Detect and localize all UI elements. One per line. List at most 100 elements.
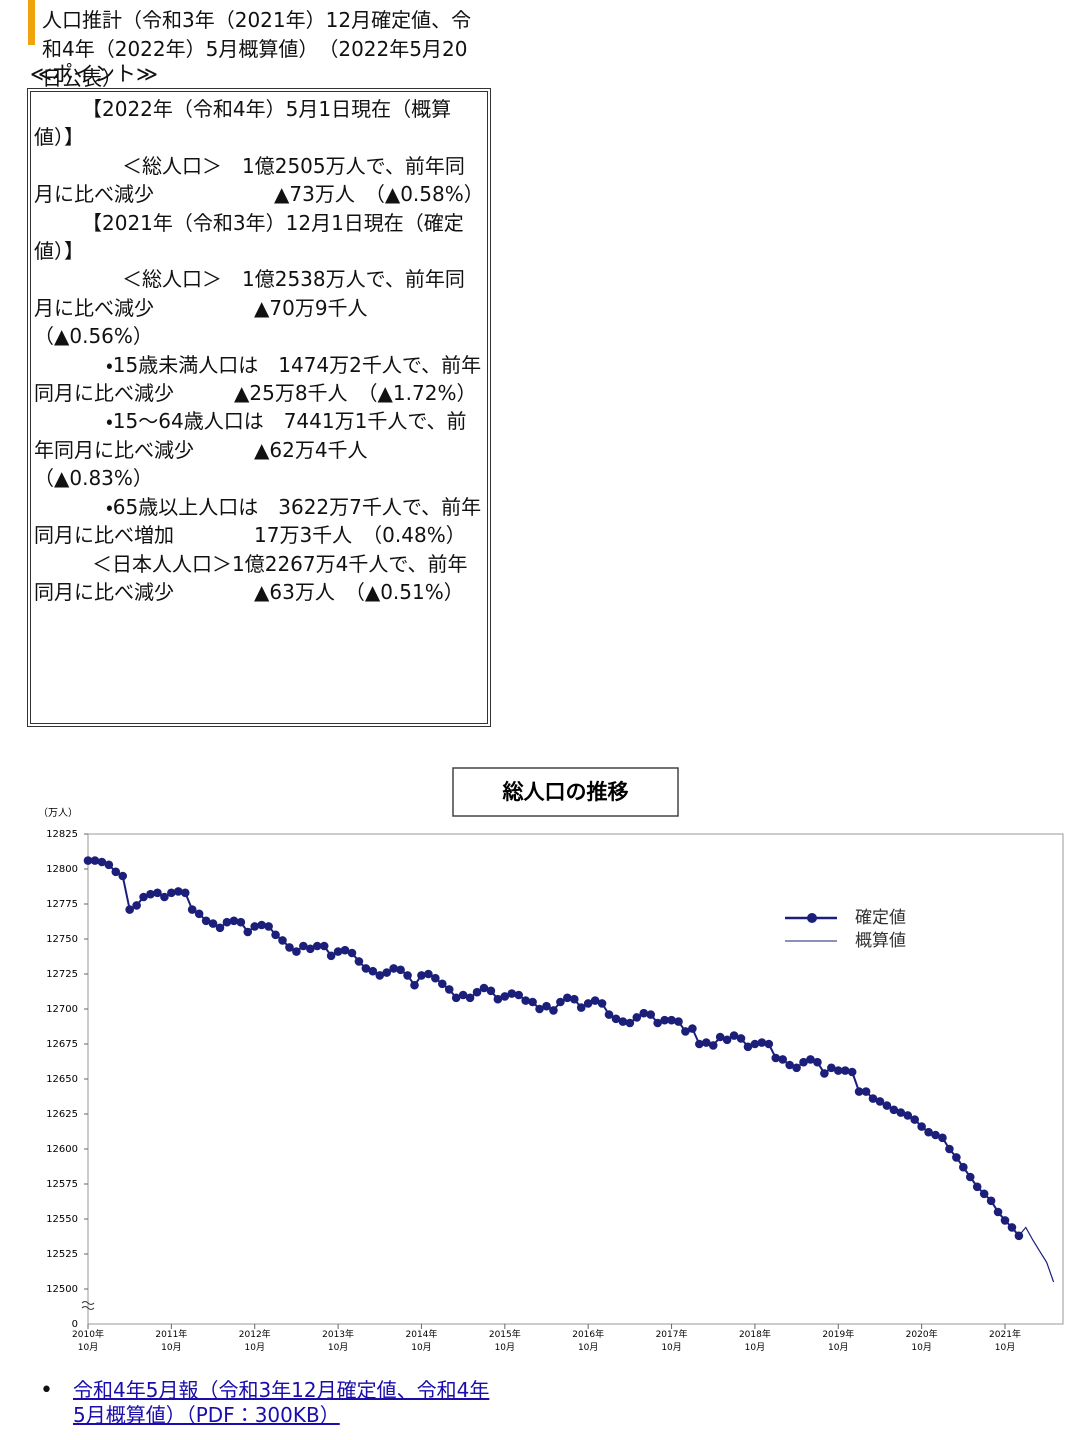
x-tick-label-line: 2010年 (72, 1328, 104, 1340)
data-point (347, 948, 357, 958)
x-tick-label: 2017年 10月 (656, 1328, 688, 1353)
data-point (660, 1015, 669, 1025)
data-point (118, 871, 128, 881)
x-tick-label-line: 10月 (328, 1342, 348, 1353)
data-point (840, 1066, 850, 1075)
data-point (319, 941, 329, 951)
y-tick-label: 12775 (46, 899, 78, 910)
data-point (528, 997, 537, 1007)
data-point (556, 997, 565, 1007)
x-tick-label: 2020年 10月 (906, 1328, 938, 1353)
axis-break (81, 1301, 95, 1310)
data-point (799, 1057, 808, 1067)
x-tick-label-line: 10月 (78, 1342, 98, 1353)
data-point (125, 905, 134, 914)
data-point (722, 1035, 732, 1045)
data-point (229, 916, 239, 926)
y-tick-label: 12600 (46, 1144, 78, 1155)
data-point (945, 1144, 954, 1154)
data-point (514, 990, 524, 1000)
data-point (764, 1039, 774, 1049)
data-point (569, 994, 579, 1004)
data-point (257, 920, 266, 930)
data-point (465, 993, 475, 1003)
x-tick-label-line: 2014年 (406, 1328, 438, 1340)
data-point (917, 1122, 926, 1131)
data-point (389, 964, 398, 973)
y-tick-label: 12800 (46, 864, 78, 875)
data-point (160, 892, 169, 902)
data-point (959, 1162, 968, 1172)
point-item: ・15歳未満人口は 1474万2千人で、前年同月に比べ減少 ▲25万8千人 （▲… (34, 352, 482, 406)
x-tick-label-line: 2018年 (739, 1328, 771, 1340)
data-point (458, 990, 468, 1000)
data-point (410, 980, 419, 990)
data-point (236, 917, 246, 927)
x-tick-label-line: 2015年 (489, 1328, 521, 1340)
data-point (910, 1115, 919, 1124)
x-tick-label: 2014年 10月 (406, 1328, 438, 1353)
data-point (368, 966, 378, 976)
data-point (292, 947, 301, 956)
x-tick-label-line: 2016年 (572, 1328, 604, 1340)
y-tick-label: 12700 (46, 1004, 78, 1015)
x-tick-label-line: 10月 (578, 1342, 598, 1353)
data-point (972, 1182, 982, 1192)
data-point (847, 1067, 857, 1077)
data-point (576, 1003, 586, 1012)
data-point (222, 917, 232, 927)
legend-label: 概算値 (855, 931, 906, 951)
data-point (97, 857, 107, 867)
data-point (486, 986, 496, 996)
point-item: ＜総人口＞ 1億2538万人で、前年同月に比べ減少 ▲70万9千人 （▲0.56… (34, 267, 465, 349)
data-point (521, 996, 530, 1005)
data-point (688, 1024, 697, 1033)
x-tick-label: 2013年 10月 (322, 1328, 354, 1353)
data-point (111, 867, 121, 877)
data-point (778, 1055, 787, 1064)
data-point (83, 856, 93, 865)
data-point (312, 941, 322, 951)
data-point (431, 973, 440, 983)
data-point (903, 1111, 913, 1120)
pdf-link[interactable]: 令和4年5月報（令和3年12月確定値、令和4年5月概算値）（PDF：300KB） (73, 1378, 490, 1427)
data-point (396, 965, 405, 975)
data-point (194, 909, 204, 919)
y-tick-label: 12725 (46, 969, 78, 980)
data-point (535, 1004, 544, 1014)
plot-frame (87, 833, 1064, 1325)
y-tick-label: 12625 (46, 1109, 78, 1120)
data-point (285, 943, 294, 952)
data-point (743, 1042, 753, 1052)
x-tick-label: 2015年 10月 (489, 1328, 521, 1353)
data-point (931, 1130, 940, 1140)
data-point (889, 1105, 899, 1115)
data-point (986, 1196, 996, 1206)
y-tick-label: 12525 (46, 1249, 78, 1260)
page-title: 人口推計（令和3年（2021年）12月確定値、令和4年（2022年）5月概算値）… (42, 8, 472, 90)
data-point (611, 1014, 621, 1024)
y-tick-label: 12550 (46, 1214, 78, 1225)
data-point (153, 888, 162, 898)
data-point (444, 985, 454, 994)
data-point (264, 922, 273, 931)
data-point (403, 971, 412, 980)
data-point (326, 951, 336, 961)
data-point (382, 968, 392, 977)
data-point (472, 987, 482, 997)
data-point (375, 971, 385, 980)
data-point (424, 969, 433, 979)
data-point (736, 1034, 746, 1043)
y-tick-label: 12825 (46, 829, 78, 840)
data-point (695, 1039, 704, 1049)
data-point (827, 1063, 836, 1073)
data-point (437, 979, 447, 989)
point-item: ＜総人口＞ 1億2505万人で、前年同月に比べ減少 ▲73万人 （▲0.58%） (34, 153, 484, 207)
data-point (861, 1087, 871, 1096)
y-tick-label: 12575 (46, 1179, 78, 1190)
legend-label: 確定値 (855, 908, 906, 928)
x-tick-label-line: 10月 (495, 1342, 515, 1353)
x-tick-label: 2010年 10月 (72, 1328, 104, 1353)
data-point (639, 1008, 649, 1018)
